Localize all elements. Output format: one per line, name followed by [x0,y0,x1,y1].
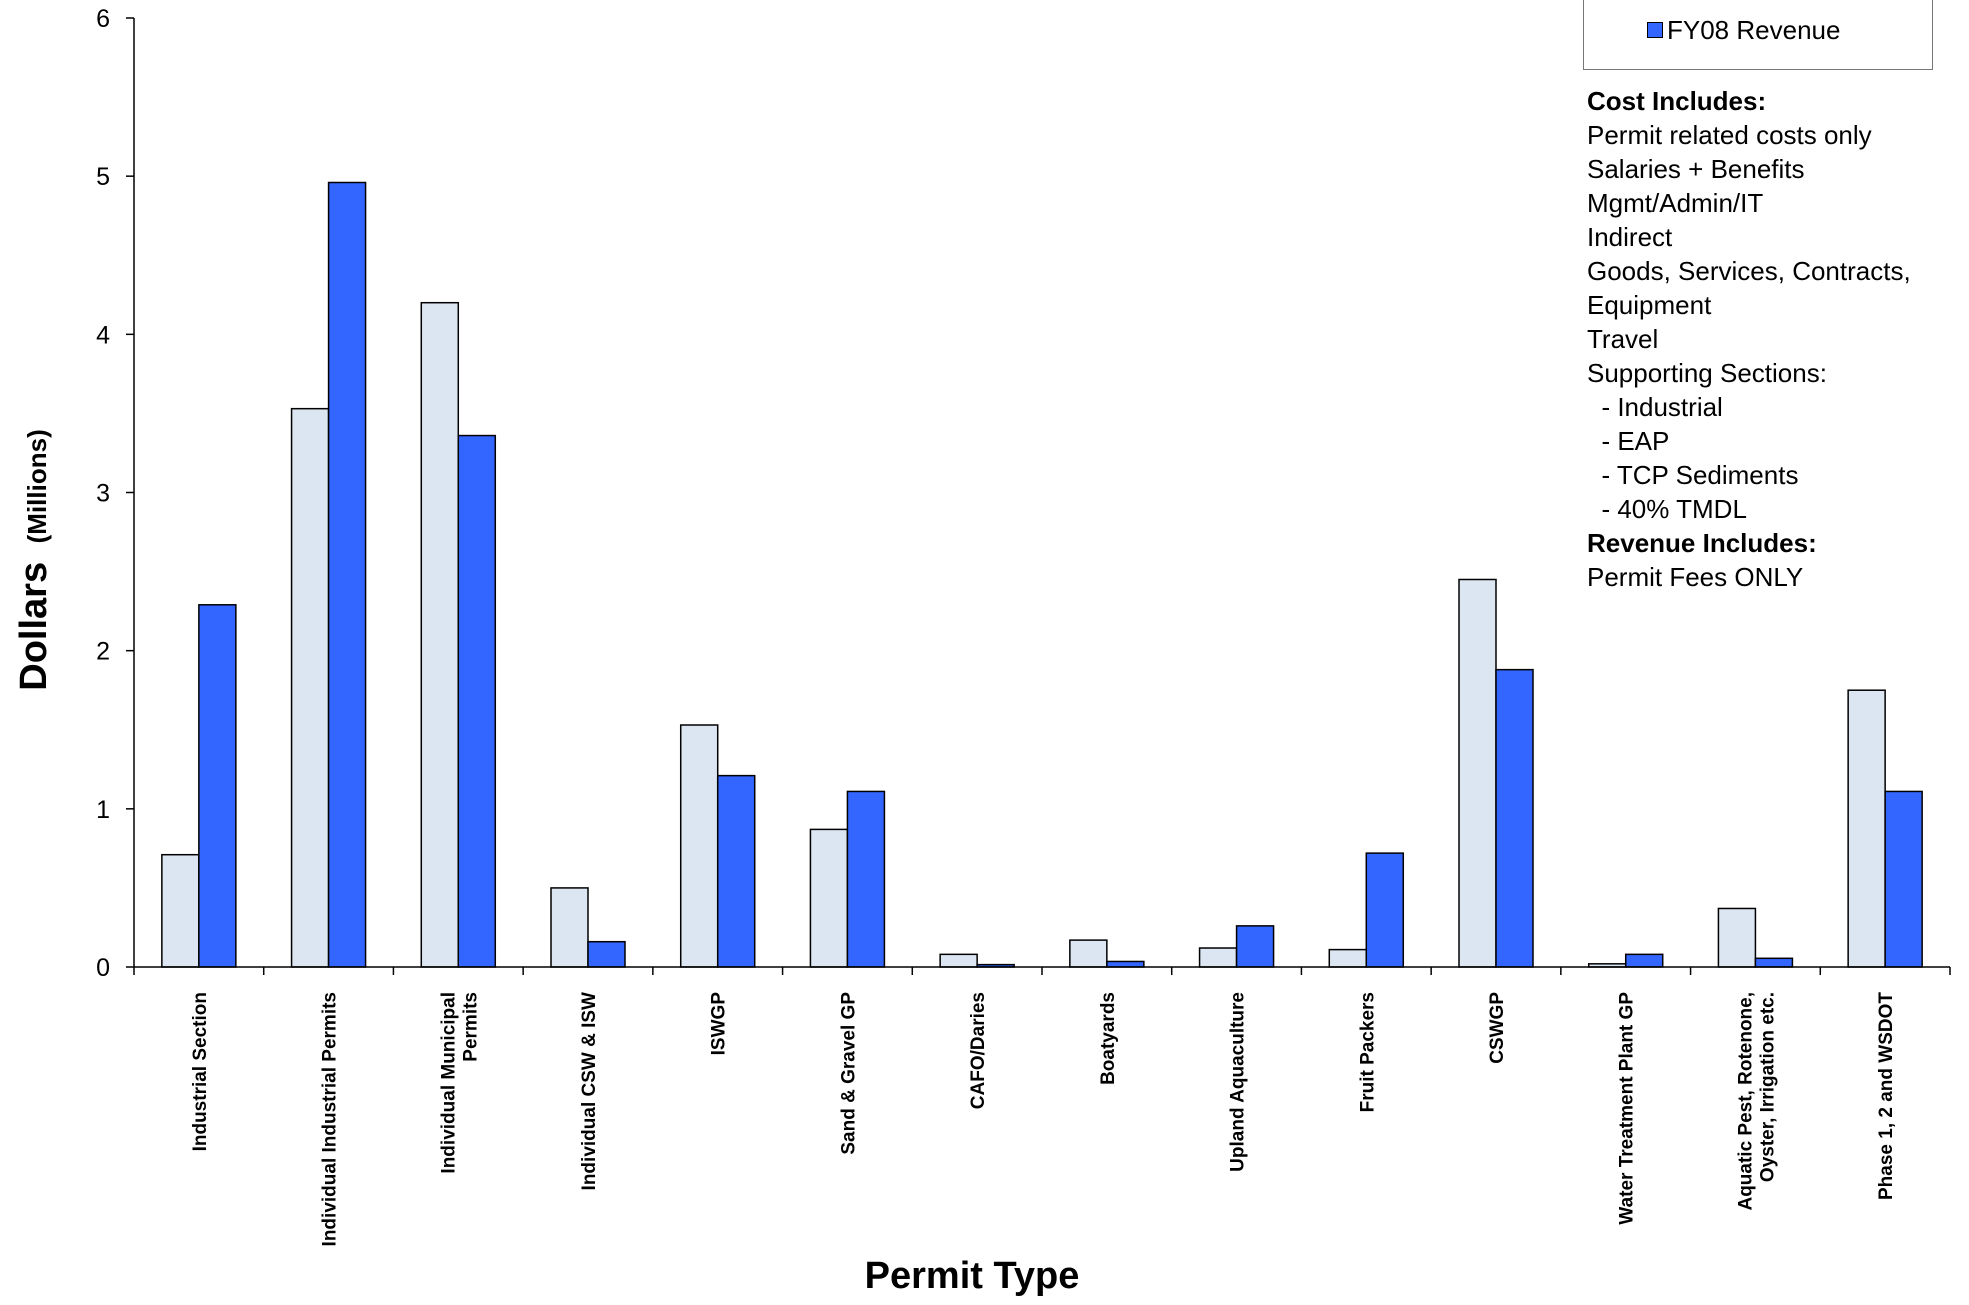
y-tick-label: 5 [96,163,110,191]
bar-cost [809,828,849,968]
x-category-label-line: Phase 1, 2 and WSDOT [1876,992,1897,1200]
notes-line: Mgmt/Admin/IT [1587,188,1764,218]
x-category-label-line: Individual Industrial Permits [320,992,341,1246]
x-category-label-line: Fruit Packers [1357,992,1378,1112]
x-category-label: ISWGP [709,992,730,1056]
bar-cost [679,724,719,968]
bar-revenue [846,790,886,968]
x-category-label: CSWGP [1487,992,1508,1064]
x-category-label: Individual Industrial Permits [320,992,341,1246]
x-category-label-line: CSWGP [1487,992,1508,1064]
notes-line: Supporting Sections: [1587,358,1827,388]
legend-label-revenue: FY08 Revenue [1667,14,1841,45]
y-tick-label: 3 [96,480,110,508]
x-category-label: Individual CSW & ISW [579,992,600,1191]
bar-revenue [457,434,497,968]
bar-revenue [327,181,367,968]
bar-cost [1717,907,1757,968]
x-category-label-line: Sand & Gravel GP [838,992,859,1155]
x-category-label: Individual MunicipalPermits [438,992,481,1174]
bar-revenue [1754,957,1794,968]
y-axis-title: Dollars (Millions) [13,429,55,690]
x-category-label-line: Aquatic Pest, Rotenone, [1735,992,1756,1211]
bar-revenue [1235,925,1275,968]
notes-line: Permit Fees ONLY [1587,562,1804,592]
bar-revenue [1365,852,1405,968]
notes-heading: Cost Includes: [1587,86,1767,116]
x-category-label-line: CAFO/Daries [968,992,989,1109]
x-category-label-line: Upland Aquaculture [1228,992,1249,1172]
bar-cost [420,301,460,968]
y-tick-label: 4 [96,321,110,349]
y-tick-label: 1 [96,796,110,824]
x-category-label-line: Boatyards [1098,992,1119,1085]
x-category-label: Industrial Section [190,992,211,1151]
notes-line: Permit related costs only [1587,120,1872,150]
bar-cost [939,953,978,968]
x-axis-title: Permit Type [865,1255,1080,1297]
bars-layer [161,181,1923,968]
x-category-label-line: Industrial Section [190,992,211,1151]
notes-line: - Industrial [1587,392,1723,422]
notes-panel: Cost Includes: Permit related costs only S… [1587,84,1967,594]
x-category-labels: Industrial Section Individual Industrial … [190,992,1897,1247]
y-tick-label: 2 [96,638,110,666]
bar-cost [550,887,589,968]
notes-line: Indirect [1587,222,1673,252]
notes-line: Equipment [1587,290,1712,320]
y-axis-title-unit: (Millions) [22,429,52,543]
x-category-label: CAFO/Daries [968,992,989,1109]
legend-swatch-revenue [1647,22,1663,38]
bar-revenue [587,940,626,968]
bar-revenue [1495,668,1534,968]
x-category-label: Aquatic Pest, Rotenone,Oyster, Irrigatio… [1735,992,1778,1211]
x-category-label-line: Individual Municipal [438,992,459,1174]
bar-revenue [198,604,237,968]
x-category-label: Fruit Packers [1357,992,1378,1112]
y-axis-title-main: Dollars [13,562,55,691]
x-category-label: Water Treatment Plant GP [1617,992,1638,1225]
bar-cost [161,853,200,968]
y-tick-label: 0 [96,954,110,982]
notes-line: Travel [1587,324,1659,354]
bar-cost [1328,948,1368,968]
bar-cost [1847,689,1886,968]
notes-line: - TCP Sediments [1587,460,1799,490]
x-category-label-line: ISWGP [709,992,730,1056]
bar-revenue [1106,960,1145,968]
notes-line: Salaries + Benefits [1587,154,1805,184]
x-category-label: Phase 1, 2 and WSDOT [1876,992,1897,1200]
notes-line: Goods, Services, Contracts, [1587,256,1911,286]
x-category-label-line: Water Treatment Plant GP [1617,992,1638,1225]
bar-revenue [1624,953,1664,968]
x-category-label: Boatyards [1098,992,1119,1085]
bar-revenue [1884,790,1923,968]
bar-cost [1458,578,1497,968]
notes-line: - 40% TMDL [1587,494,1747,524]
notes-line: - EAP [1587,426,1670,456]
notes-heading: Revenue Includes: [1587,528,1817,558]
bar-cost [1069,939,1108,968]
y-tick-label: 6 [96,5,110,33]
x-category-label-line: Oyster, Irrigation etc. [1757,992,1778,1182]
x-category-label-line: Permits [460,992,481,1062]
x-category-label-line: Individual CSW & ISW [579,992,600,1191]
x-category-label: Upland Aquaculture [1228,992,1249,1172]
y-ticks: 0 1 2 3 4 5 6 [96,5,1951,982]
x-category-label: Sand & Gravel GP [838,992,859,1155]
legend: FY08 Revenue [1583,0,1933,70]
bar-cost [290,407,330,968]
legend-entry-revenue: FY08 Revenue [1647,15,1840,45]
bar-revenue [716,774,756,968]
bar-cost [1198,947,1238,968]
